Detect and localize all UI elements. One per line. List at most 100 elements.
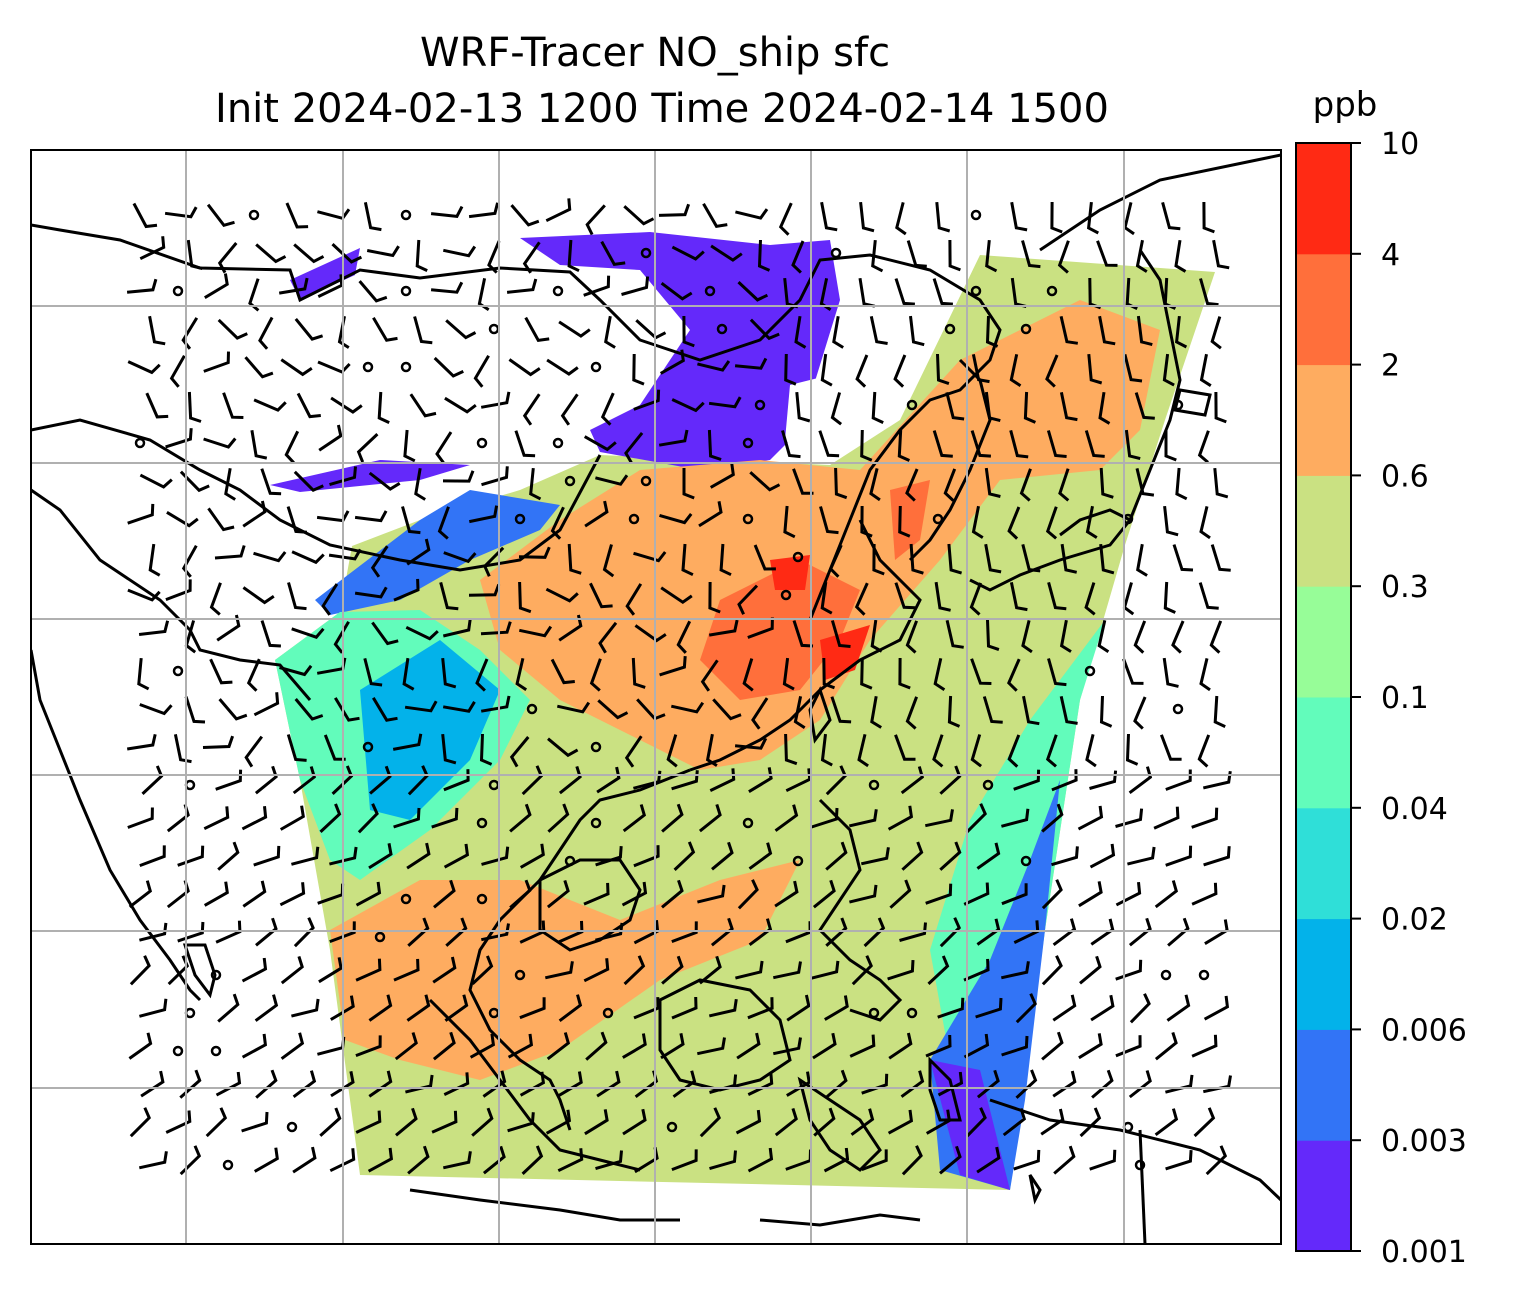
wind-barb [735, 960, 764, 980]
calm-marker [868, 779, 880, 791]
wind-barb [318, 957, 343, 984]
wind-barb [834, 467, 848, 500]
wind-barb [947, 695, 961, 728]
wind-barb [369, 765, 392, 795]
colorbar-band [1296, 1140, 1351, 1252]
colorbar-tick-label: 10 [1381, 127, 1419, 162]
wind-barb [567, 239, 580, 273]
wind-barb [557, 1148, 584, 1173]
wind-barb [519, 997, 546, 1020]
wind-barb [509, 803, 532, 833]
wind-barb [550, 658, 575, 685]
wind-barb [600, 240, 626, 267]
wind-barb [1059, 391, 1078, 422]
wind-barb [661, 879, 684, 909]
colorbar-tick-label: 0.6 [1381, 459, 1429, 494]
wind-barb [558, 1071, 583, 1097]
wind-barb [830, 392, 843, 426]
wind-barb [813, 1107, 836, 1137]
wind-barb [634, 624, 667, 643]
wind-barb [889, 879, 912, 909]
wind-barb [888, 1032, 913, 1060]
wind-barb [753, 544, 776, 571]
wind-barb [710, 244, 743, 262]
calm-marker [514, 513, 526, 525]
wind-barb [1077, 805, 1104, 831]
wind-barb [1122, 658, 1144, 685]
wind-barb [709, 463, 735, 489]
wind-barb [518, 581, 532, 614]
wind-barb [933, 657, 946, 692]
wind-barb [1174, 315, 1188, 349]
wind-barb [1133, 620, 1147, 654]
wind-barb [165, 579, 192, 602]
wind-barb [206, 203, 235, 228]
wind-barb [515, 657, 528, 692]
wind-barb [479, 733, 493, 766]
wind-barb [514, 430, 536, 458]
wind-barb [393, 807, 421, 829]
wind-barb [1163, 581, 1176, 614]
calm-marker [868, 1007, 880, 1019]
wind-barb [943, 468, 957, 502]
wind-barb [368, 471, 401, 491]
wind-barb [976, 842, 1001, 870]
wind-barb [291, 550, 325, 565]
wind-barb [356, 433, 379, 463]
wind-barb [132, 202, 158, 229]
wind-barb [909, 315, 925, 347]
wind-barb [480, 695, 511, 713]
wind-barb [392, 733, 423, 751]
wind-barb [749, 471, 781, 492]
wind-barb [871, 239, 884, 273]
wind-barb [567, 543, 582, 575]
wind-barb [894, 582, 916, 610]
wind-barb [935, 201, 951, 233]
wind-barb [855, 354, 869, 388]
wind-barb [698, 501, 723, 528]
colorbar-band [1296, 918, 1351, 1030]
calm-marker [704, 285, 716, 297]
title-line1: WRF-Tracer NO_ship sfc [420, 30, 890, 76]
wind-barb [1058, 468, 1070, 502]
wind-barb [518, 625, 553, 638]
wind-barb [696, 1037, 726, 1056]
wind-barb [850, 1108, 875, 1136]
wind-barb [1086, 201, 1099, 235]
wind-barb [138, 1151, 168, 1170]
wind-barb [863, 917, 886, 948]
wind-barb [393, 578, 420, 602]
wind-barb [976, 1146, 1001, 1174]
wind-barb [441, 733, 457, 765]
wind-barb [1089, 1149, 1117, 1171]
wind-barb [368, 843, 393, 870]
wind-barb [859, 201, 875, 233]
wind-barb [1128, 766, 1153, 794]
wind-barb [413, 316, 433, 345]
wind-barb [830, 620, 851, 648]
wind-barb [595, 1150, 623, 1171]
colorbar-band [1296, 697, 1351, 809]
wind-barb [203, 806, 230, 831]
wind-barb [254, 994, 279, 1022]
wind-barb [1015, 1069, 1038, 1099]
wind-barb [547, 803, 570, 833]
wind-barb [1009, 430, 1029, 459]
wind-barb [328, 548, 362, 561]
wind-barb [633, 389, 661, 411]
wind-barb [659, 655, 687, 677]
wind-barb [477, 277, 490, 311]
wind-barb [217, 242, 238, 274]
wind-barb [1040, 1108, 1065, 1136]
wind-barb [971, 505, 984, 539]
wind-barb [772, 961, 802, 980]
wind-barb [939, 917, 961, 948]
wind-barb [1098, 315, 1116, 346]
wind-barb [823, 1147, 850, 1173]
colorbar-tick-label: 0.1 [1381, 681, 1429, 716]
wind-barb [947, 543, 963, 575]
wind-barb [583, 958, 610, 983]
wind-barb [545, 1109, 572, 1135]
calm-marker [286, 1121, 298, 1133]
wind-barb [406, 842, 431, 870]
